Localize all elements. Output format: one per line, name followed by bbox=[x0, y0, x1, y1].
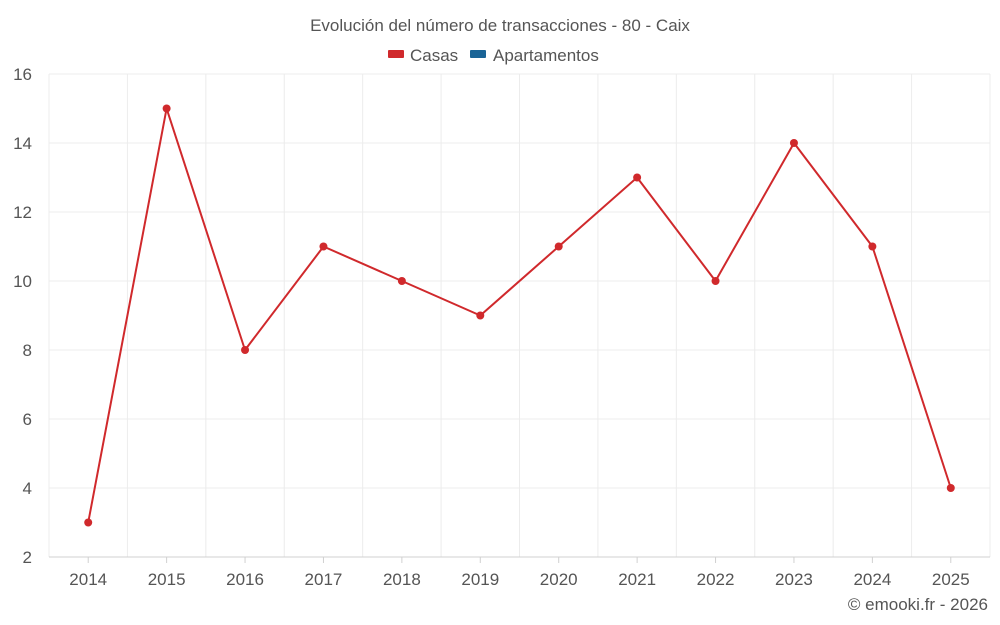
chart-title: Evolución del número de transacciones - … bbox=[310, 16, 690, 35]
series-line-casas bbox=[87, 107, 952, 523]
data-point-casas[interactable] bbox=[162, 104, 171, 113]
x-tick-label: 2024 bbox=[853, 570, 891, 589]
data-point-casas[interactable] bbox=[476, 311, 485, 320]
legend-label-apartamentos: Apartamentos bbox=[493, 46, 599, 65]
x-tick-label: 2021 bbox=[618, 570, 656, 589]
y-tick-label: 14 bbox=[13, 134, 32, 153]
y-tick-label: 12 bbox=[13, 203, 32, 222]
data-point-casas[interactable] bbox=[319, 242, 328, 251]
x-tick-label: 2020 bbox=[540, 570, 578, 589]
data-point-casas[interactable] bbox=[397, 277, 406, 285]
y-tick-label: 16 bbox=[13, 65, 32, 84]
data-point-casas[interactable] bbox=[84, 518, 93, 527]
legend-item-casas[interactable]: Casas bbox=[388, 46, 458, 65]
y-tick-label: 2 bbox=[23, 548, 32, 567]
legend-swatch-apartamentos bbox=[470, 50, 486, 58]
legend-label-casas: Casas bbox=[410, 46, 458, 65]
x-tick-label: 2022 bbox=[697, 570, 735, 589]
legend-swatch-casas bbox=[388, 50, 404, 58]
x-tick-label: 2023 bbox=[775, 570, 813, 589]
data-point-casas[interactable] bbox=[711, 277, 720, 285]
grid bbox=[48, 73, 991, 557]
y-tick-label: 10 bbox=[13, 272, 32, 291]
x-tick-label: 2014 bbox=[69, 570, 107, 589]
data-point-casas[interactable] bbox=[241, 346, 250, 354]
legend-item-apartamentos[interactable]: Apartamentos bbox=[470, 46, 599, 65]
x-tick-label: 2015 bbox=[148, 570, 186, 589]
credit-text: © emooki.fr - 2026 bbox=[848, 595, 988, 614]
series-casas bbox=[84, 104, 955, 527]
x-tick-label: 2018 bbox=[383, 570, 421, 589]
y-tick-label: 4 bbox=[23, 479, 32, 498]
data-point-casas[interactable] bbox=[868, 242, 877, 251]
data-point-casas[interactable] bbox=[946, 484, 955, 492]
data-point-casas[interactable] bbox=[633, 173, 642, 182]
x-tick-label: 2019 bbox=[461, 570, 499, 589]
x-tick-label: 2016 bbox=[226, 570, 264, 589]
y-tick-label: 8 bbox=[23, 341, 32, 360]
y-tick-label: 6 bbox=[23, 410, 32, 429]
x-tick-label: 2017 bbox=[305, 570, 343, 589]
x-tick-label: 2025 bbox=[932, 570, 970, 589]
data-point-casas[interactable] bbox=[789, 139, 798, 147]
axes: 2 4 6 8 10 12 14 16 2014 2015 2016 2017 2018 2019 2020… bbox=[13, 65, 990, 589]
data-point-casas[interactable] bbox=[554, 242, 563, 251]
legend: Casas Apartamentos bbox=[388, 46, 599, 65]
